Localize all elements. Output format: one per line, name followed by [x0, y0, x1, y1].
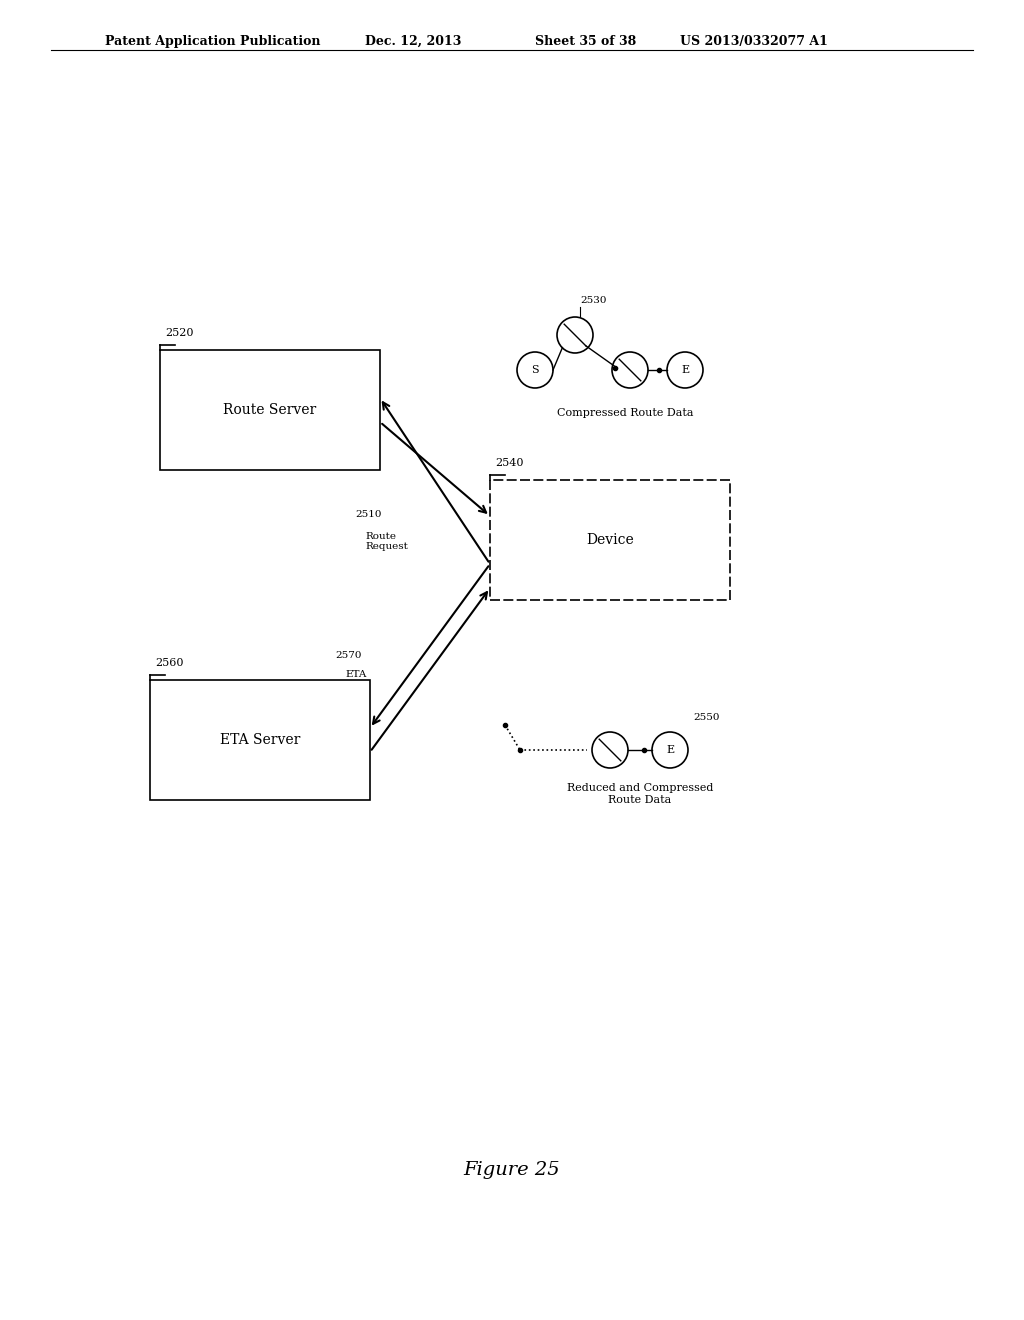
Text: Reduced and Compressed
Route Data: Reduced and Compressed Route Data	[567, 783, 713, 805]
Text: Figure 25: Figure 25	[464, 1162, 560, 1179]
Text: Sheet 35 of 38: Sheet 35 of 38	[535, 36, 636, 48]
Text: Patent Application Publication: Patent Application Publication	[105, 36, 321, 48]
Text: 2540: 2540	[495, 458, 523, 469]
FancyBboxPatch shape	[160, 350, 380, 470]
Text: Route
Request: Route Request	[365, 532, 408, 552]
Text: 2560: 2560	[155, 657, 183, 668]
Text: 2520: 2520	[165, 327, 194, 338]
Text: E: E	[681, 366, 689, 375]
Text: Dec. 12, 2013: Dec. 12, 2013	[365, 36, 462, 48]
Text: ETA: ETA	[345, 671, 367, 678]
Text: Route Server: Route Server	[223, 403, 316, 417]
Text: E: E	[666, 744, 674, 755]
FancyBboxPatch shape	[490, 480, 730, 601]
Text: Compressed Route Data: Compressed Route Data	[557, 408, 693, 418]
Text: 2550: 2550	[693, 713, 720, 722]
Text: US 2013/0332077 A1: US 2013/0332077 A1	[680, 36, 827, 48]
Text: ETA Server: ETA Server	[220, 733, 300, 747]
FancyBboxPatch shape	[150, 680, 370, 800]
Text: S: S	[531, 366, 539, 375]
Text: Device: Device	[586, 533, 634, 546]
Text: 2530: 2530	[580, 296, 606, 305]
Text: 2570: 2570	[335, 651, 361, 660]
Text: 2510: 2510	[355, 511, 382, 520]
